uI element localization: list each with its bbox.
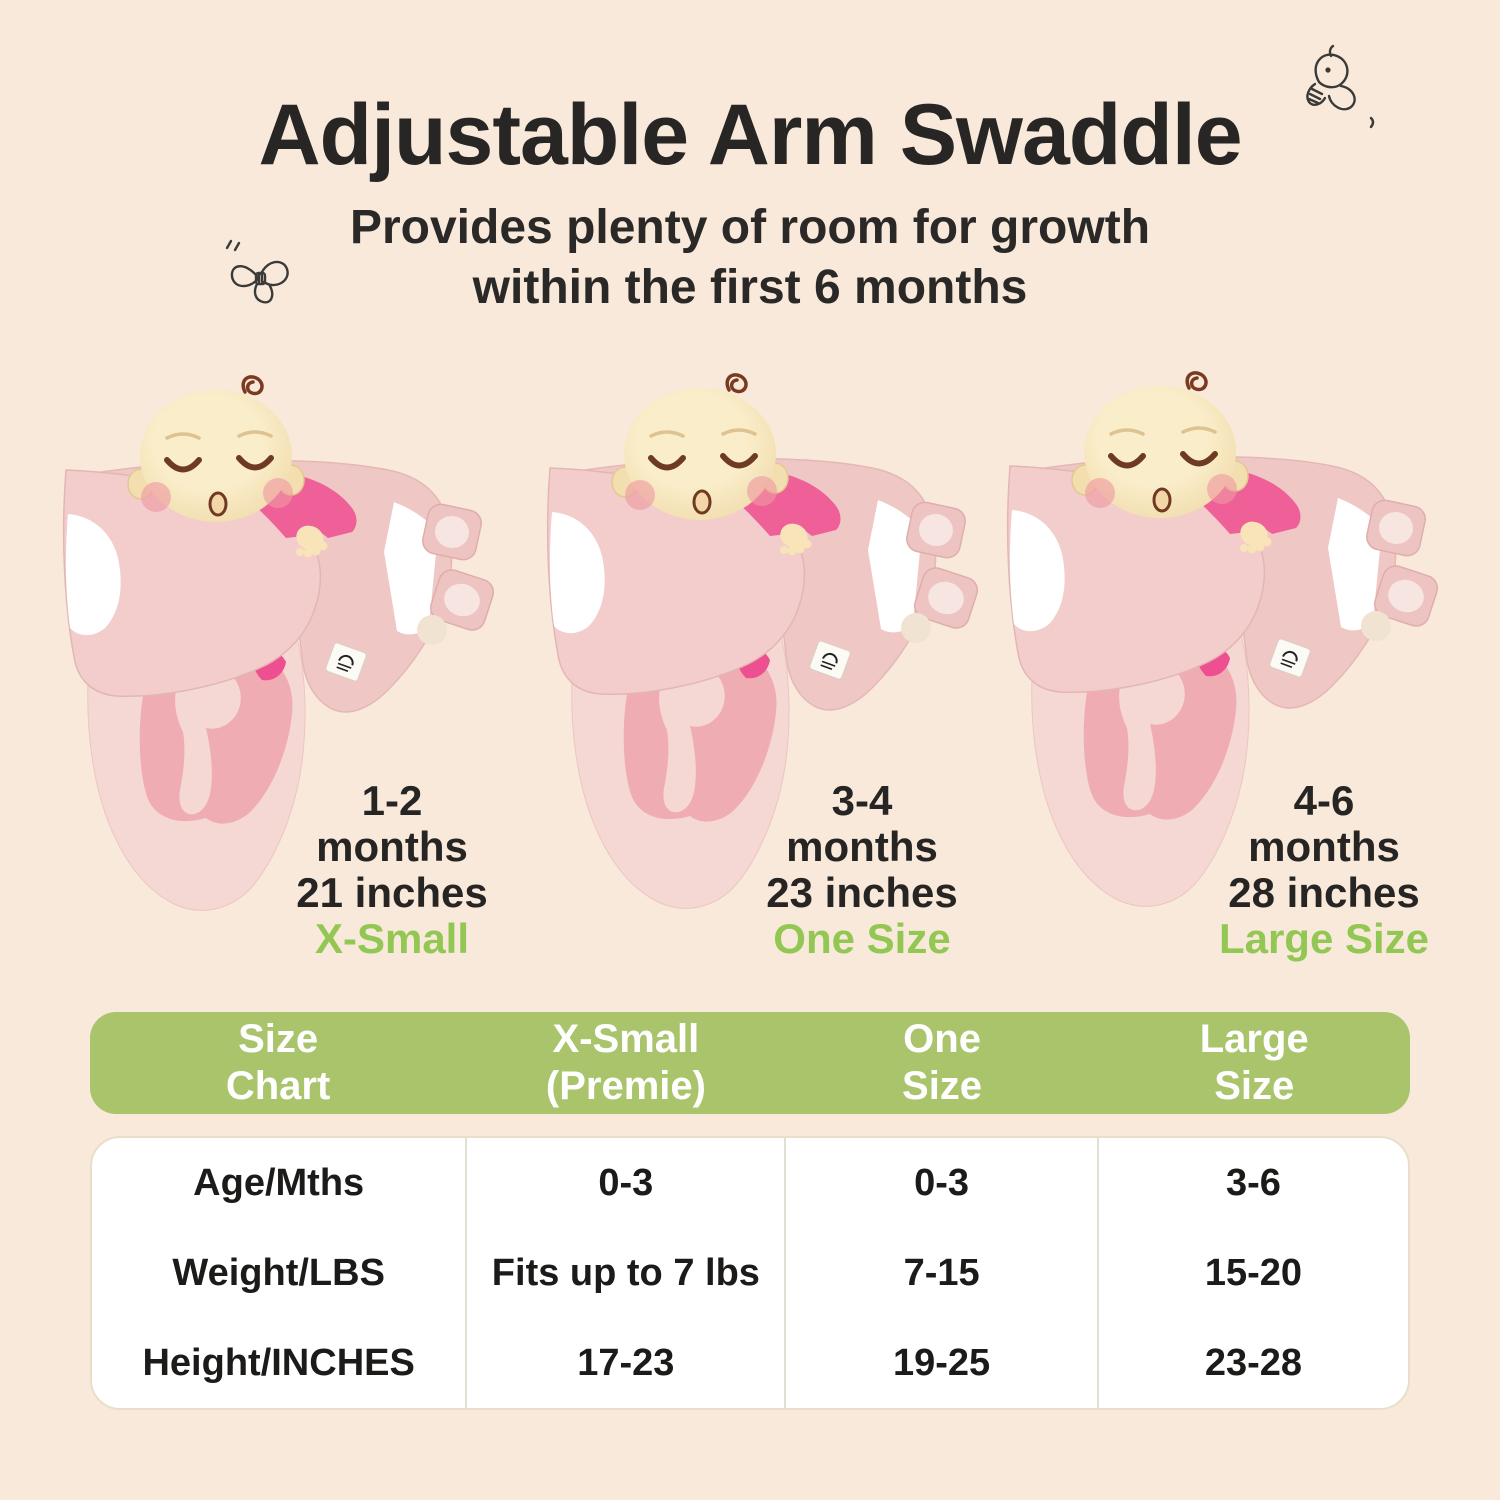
chart-values-one-size: 0-3 7-15 19-25 bbox=[784, 1138, 1096, 1408]
chart-values-x-small: 0-3 Fits up to 7 lbs 17-23 bbox=[465, 1138, 784, 1408]
age-range-label: 4-6 months bbox=[1248, 777, 1400, 870]
cell-age-large-size: 3-6 bbox=[1225, 1161, 1281, 1204]
subtitle-line-2: within the first 6 months bbox=[472, 261, 1028, 315]
page-subtitle: Provides plenty of room for growth withi… bbox=[0, 198, 1500, 319]
length-label: 23 inches bbox=[766, 869, 958, 916]
cell-weight-one-size: 7-15 bbox=[903, 1251, 980, 1294]
figure-label-1: 1-2 months 21 inches X-Small bbox=[282, 778, 502, 962]
row-label-weight: Weight/LBS bbox=[172, 1251, 385, 1294]
row-label-height: Height/INCHES bbox=[142, 1341, 415, 1384]
cell-age-x-small: 0-3 bbox=[598, 1161, 654, 1204]
page-title: Adjustable Arm Swaddle bbox=[258, 87, 1242, 183]
chart-row-labels: Age/Mths Weight/LBS Height/INCHES bbox=[92, 1138, 465, 1408]
figure-label-2: 3-4 months 23 inches One Size bbox=[752, 778, 972, 962]
chart-col-one-size: One Size bbox=[902, 1016, 983, 1108]
size-name-label: X-Small bbox=[314, 915, 470, 962]
size-chart-body: Age/Mths Weight/LBS Height/INCHES 0-3 Fi… bbox=[90, 1136, 1410, 1410]
size-name-label: Large Size bbox=[1218, 915, 1430, 962]
cell-height-large-size: 23-28 bbox=[1204, 1341, 1303, 1384]
subtitle-line-1: Provides plenty of room for growth bbox=[349, 201, 1151, 254]
butterfly-icon bbox=[1295, 44, 1391, 140]
cell-weight-x-small: Fits up to 7 lbs bbox=[491, 1251, 760, 1294]
chart-col-x-small: X-Small (Premie) bbox=[545, 1016, 706, 1108]
age-range-label: 3-4 months bbox=[786, 777, 938, 870]
chart-values-large-size: 3-6 15-20 23-28 bbox=[1096, 1138, 1408, 1408]
cell-weight-large-size: 15-20 bbox=[1204, 1251, 1303, 1294]
chart-col-size-chart: Size Chart bbox=[225, 1016, 331, 1108]
length-label: 28 inches bbox=[1228, 869, 1420, 916]
row-label-age: Age/Mths bbox=[193, 1161, 365, 1204]
chart-col-large-size: Large Size bbox=[1199, 1016, 1309, 1108]
bow-icon bbox=[215, 238, 305, 308]
cell-height-x-small: 17-23 bbox=[577, 1341, 675, 1384]
length-label: 21 inches bbox=[296, 869, 488, 916]
figure-label-3: 4-6 months 28 inches Large Size bbox=[1214, 778, 1434, 962]
size-chart-header: Size Chart X-Small (Premie) One Size Lar… bbox=[90, 1012, 1410, 1114]
cell-age-one-size: 0-3 bbox=[914, 1161, 970, 1204]
size-name-label: One Size bbox=[773, 915, 951, 962]
age-range-label: 1-2 months bbox=[316, 777, 468, 870]
cell-height-one-size: 19-25 bbox=[893, 1341, 991, 1384]
